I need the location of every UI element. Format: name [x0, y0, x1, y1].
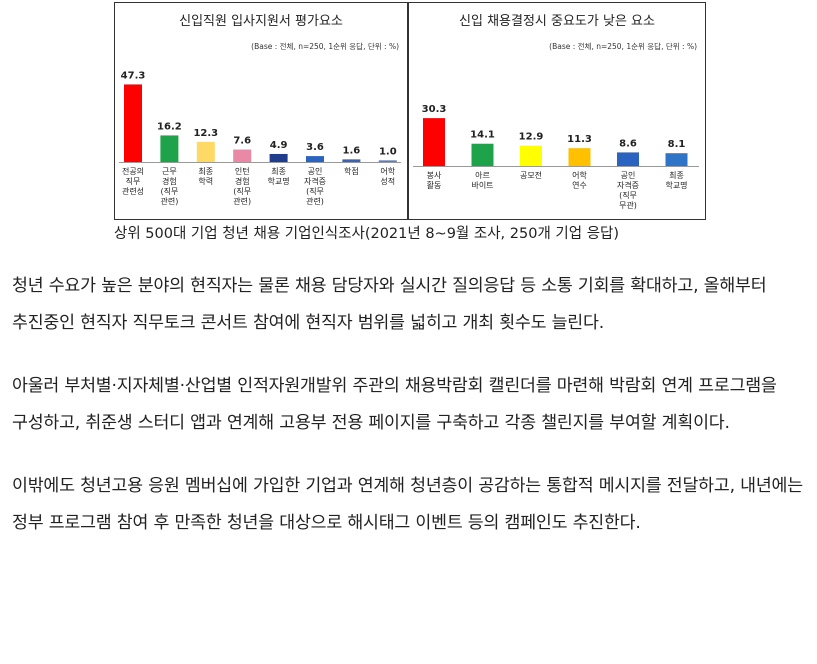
chart-1-category-label-2: 근무 경험 (직무 관련): [160, 167, 178, 206]
figure-caption: 상위 500대 기업 청년 채용 기업인식조사(2021년 8~9월 조사, 2…: [114, 226, 620, 242]
chart-2-value-label-2: 14.1: [470, 130, 495, 141]
chart-2-category-label-4: 어학 연수: [572, 170, 587, 190]
chart-1-value-label-8: 1.0: [379, 146, 397, 157]
chart-1-bar-2: [160, 135, 179, 162]
chart-2-value-label-6: 8.1: [668, 139, 686, 150]
chart-1-category-label-3: 최종 학력: [198, 166, 213, 186]
chart-2-bar-4: [568, 148, 591, 166]
chart-1-category-label-6: 공인 자격증 (직무 관련): [304, 166, 326, 206]
chart-2-category-label-1: 봉사 활동: [427, 171, 442, 190]
chart-2-category-label-3: 공모전: [520, 170, 542, 180]
survey-figure: 신입직원 입사지원서 평가요소 (Base : 전체, n=250, 1순위 응답…: [114, 2, 706, 220]
chart-2-title: 신입 채용결정시 중요도가 낮은 요소: [459, 14, 655, 29]
chart-1-value-label-4: 7.6: [233, 136, 251, 147]
chart-1-bar-5: [269, 153, 288, 162]
chart-1-value-label-1: 47.3: [121, 70, 146, 81]
chart-2-bar-2: [471, 143, 494, 166]
chart-2-bar-5: [617, 152, 639, 166]
chart-1-bar-8: [378, 160, 397, 162]
chart-svg: 신입직원 입사지원서 평가요소 (Base : 전체, n=250, 1순위 응답…: [119, 14, 699, 210]
chart-1-value-label-2: 16.2: [157, 121, 182, 132]
chart-2-value-label-1: 30.3: [422, 104, 447, 115]
chart-2-value-label-5: 8.6: [619, 138, 637, 149]
paragraph-2: 아울러 부처별·지자체별·산업별 인적자원개발위 주관의 채용박람회 캘린더를 …: [12, 376, 777, 433]
chart-2-bar-3: [520, 145, 542, 166]
chart-1-category-label-5: 최종 학교명: [268, 166, 290, 186]
chart-1-category-label-8: 어학 성적: [380, 166, 395, 186]
chart-2-bar-6: [665, 153, 688, 166]
chart-1-value-label-6: 3.6: [306, 142, 324, 153]
chart-1-category-label-4: 인턴 경험 (직무 관련): [233, 166, 251, 206]
chart-1-bar-7: [342, 159, 361, 162]
chart-2-value-label-3: 12.9: [519, 132, 544, 143]
chart-1-value-label-5: 4.9: [270, 140, 288, 151]
chart-divider: [407, 3, 409, 219]
chart-1-title: 신입직원 입사지원서 평가요소: [179, 14, 343, 29]
chart-2-bar-1: [423, 118, 445, 166]
article-body: 청년 수요가 높은 분야의 현직자는 물론 채용 담당자와 실시간 질의응답 등…: [12, 268, 807, 568]
chart-1-bar-6: [306, 156, 324, 162]
chart-2-category-label-5: 공인 자격증 (직무 무관): [617, 170, 639, 210]
chart-1-category-label-7: 학점: [344, 166, 359, 176]
chart-1-subtitle: (Base : 전체, n=250, 1순위 응답, 단위 : %): [251, 41, 399, 51]
paragraph-1: 청년 수요가 높은 분야의 현직자는 물론 채용 담당자와 실시간 질의응답 등…: [12, 276, 767, 333]
chart-1-category-label-1: 전공의 직무 관련성: [122, 166, 144, 196]
chart-1-value-label-7: 1.6: [343, 145, 361, 156]
chart-2-category-label-6: 최종 학교명: [665, 170, 687, 190]
chart-2-category-label-2: 아르 바이트: [471, 170, 493, 190]
chart-1-bar-1: [124, 84, 142, 162]
chart-1-value-label-3: 12.3: [193, 128, 218, 139]
chart-1-bar-4: [233, 149, 252, 162]
chart-2-subtitle: (Base : 전체, n=250, 1순위 응답, 단위 : %): [549, 41, 697, 51]
chart-2-value-label-4: 11.3: [567, 134, 592, 145]
paragraph-3: 이밖에도 청년고용 응원 멤버십에 가입한 기업과 연계해 청년층이 공감하는 …: [12, 476, 803, 533]
chart-1-bar-3: [196, 141, 215, 162]
